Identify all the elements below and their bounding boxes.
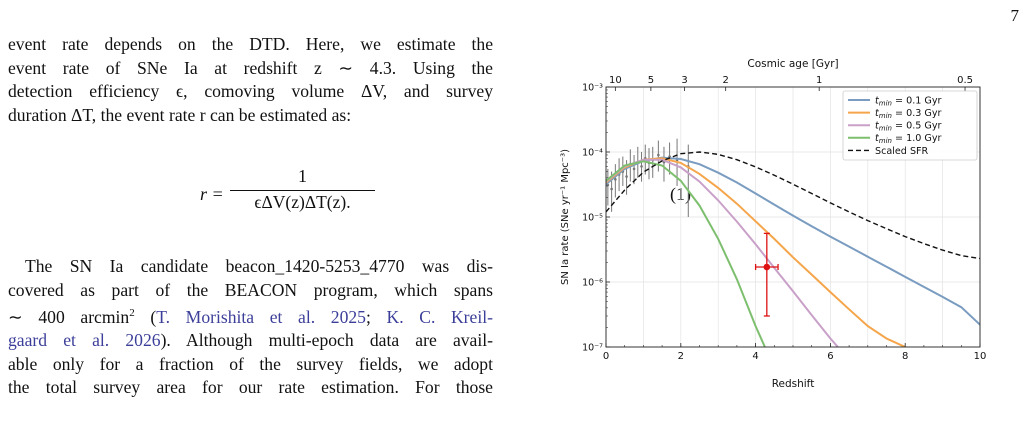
observed-point <box>610 187 613 191</box>
legend-label: tmin = 1.0 Gyr <box>875 133 942 145</box>
equation-numerator: 1 <box>298 166 307 186</box>
legend-box <box>842 90 978 161</box>
axes: 0 2 4 6 8 10 10⁻⁷ 10⁻⁶ 10⁻⁵ 10⁻⁴ 10⁻³ 10 5 3 2 1 0.5 <box>582 75 986 362</box>
x-axis-label: Redshift <box>772 378 815 390</box>
observed-point <box>614 178 617 181</box>
series-line <box>606 151 980 260</box>
text-line: covered as part of the BEACON program, w… <box>8 279 493 300</box>
top-tick-label: 1 <box>816 75 822 86</box>
text-line: detection efficiency ϵ, comoving volume … <box>8 81 493 101</box>
x-tick-label: 8 <box>902 351 908 362</box>
y-tick-label: 10⁻⁵ <box>582 213 603 224</box>
y-tick-label: 10⁻⁶ <box>582 278 603 289</box>
observed-point <box>632 167 636 171</box>
y-tick-label: 10⁻⁴ <box>582 148 603 159</box>
text-line: event rate of SNe Ia at redshift z ∼ 4.3… <box>8 57 493 78</box>
legend-label: Scaled SFR <box>875 146 929 157</box>
x-tick-label: 10 <box>974 351 987 362</box>
text-line: event rate depends on the DTD. Here, we … <box>8 34 493 54</box>
top-tick-label: 3 <box>681 75 687 86</box>
x-tick-label: 2 <box>678 351 684 362</box>
legend-label: tmin = 0.3 Gyr <box>875 108 942 120</box>
text-line: the total survey area for our rate estim… <box>8 377 493 398</box>
y-tick-label: 10⁻³ <box>582 83 603 94</box>
top-axis-label: Cosmic age [Gyr] <box>747 58 838 70</box>
sn-rate-chart: 0 2 4 6 8 10 10⁻⁷ 10⁻⁶ 10⁻⁵ 10⁻⁴ 10⁻³ 10 5 3 2 1 0.5 Cos… <box>560 58 986 390</box>
candidate-point <box>763 263 771 271</box>
series-line <box>606 158 839 347</box>
x-tick-label: 4 <box>752 351 758 362</box>
equation-denominator: ϵΔV(z)ΔT(z). <box>254 192 351 212</box>
y-axis-label: SN Ia rate (SNe yr⁻¹ Mpc⁻³) <box>560 149 571 285</box>
text-line: The SN Ia candidate beacon_1420-5253_477… <box>25 256 493 276</box>
text-column: event rate depends on the DTD. Here, we … <box>8 33 691 400</box>
top-tick-label: 5 <box>648 75 654 86</box>
equation-fraction: 1 ϵΔV(z)ΔT(z). <box>230 166 375 213</box>
x-tick-label: 0 <box>603 351 609 362</box>
x-tick-label: 6 <box>827 351 833 362</box>
series-line <box>606 160 766 347</box>
text-line: gaard et al. 2026). Although multi-epoch… <box>8 330 493 351</box>
y-tick-label: 10⁻⁷ <box>582 343 603 354</box>
text-line: duration ΔT, the event rate r can be est… <box>8 104 352 125</box>
fraction-bar <box>230 190 375 191</box>
superscript: 2 <box>129 307 135 319</box>
paragraph-beacon: The SN Ia candidate beacon_1420-5253_477… <box>8 255 493 400</box>
data-layer <box>606 138 980 347</box>
top-tick-label: 10 <box>609 75 622 86</box>
citation-link[interactable]: T. Morishita et al. 2025 <box>156 306 366 327</box>
citation-link[interactable]: gaard et al. 2026 <box>8 330 161 351</box>
page-number: 7 <box>1010 6 1020 25</box>
observed-point <box>640 165 643 168</box>
paragraph-rate-intro: event rate depends on the DTD. Here, we … <box>8 33 493 127</box>
text-line: ∼ 400 arcmin2 (T. Morishita et al. 2025;… <box>8 306 493 327</box>
citation-link[interactable]: K. C. Kreil- <box>386 306 493 327</box>
top-tick-label: 2 <box>722 75 728 86</box>
observed-point <box>657 153 660 157</box>
sn-rate-figure: 0 2 4 6 8 10 10⁻⁷ 10⁻⁶ 10⁻⁵ 10⁻⁴ 10⁻³ 10 5 3 2 1 0.5 Cos… <box>545 47 995 401</box>
equation-1: r = 1 ϵΔV(z)ΔT(z). (1) <box>8 166 691 226</box>
equation-lhs: r = <box>200 184 224 204</box>
text-line: able only for a fraction of the survey f… <box>8 353 493 374</box>
legend-label: tmin = 0.5 Gyr <box>875 121 942 133</box>
legend-label: tmin = 0.1 Gyr <box>875 95 942 107</box>
observed-point <box>625 175 628 178</box>
top-tick-label: 0.5 <box>957 75 973 86</box>
